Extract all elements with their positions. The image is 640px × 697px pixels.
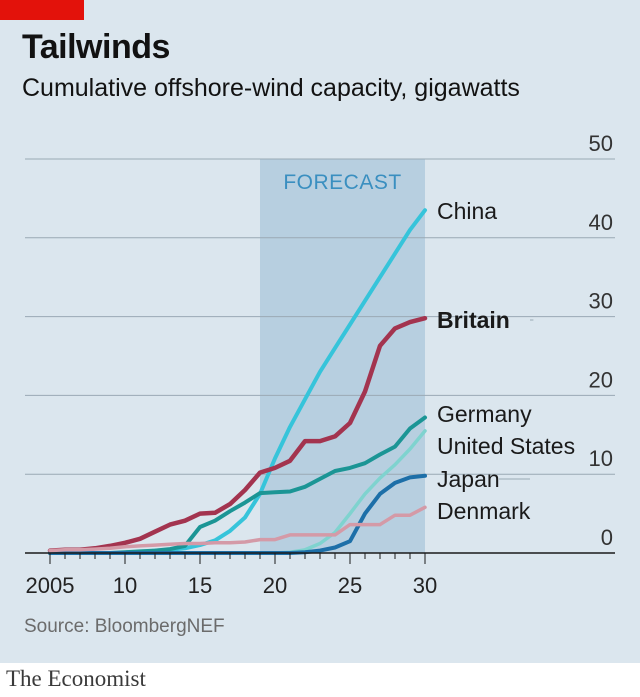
series-line-denmark	[48, 505, 427, 553]
chart-subtitle: Cumulative offshore-wind capacity, gigaw…	[22, 74, 520, 102]
economist-logo: The Economist	[6, 666, 146, 691]
x-tick-label: 30	[413, 573, 437, 598]
y-tick-label: 40	[589, 210, 613, 235]
forecast-band	[260, 159, 425, 553]
series-line-britain	[47, 315, 428, 553]
x-tick-label: 10	[113, 573, 137, 598]
series-label-united-states: United States	[437, 433, 575, 459]
series-label-china: China	[437, 198, 497, 224]
x-tick-label: 25	[338, 573, 362, 598]
series-label-britain: Britain	[437, 307, 510, 333]
chart-title: Tailwinds	[22, 28, 170, 66]
series-label-japan: Japan	[437, 466, 500, 492]
y-tick-label: 10	[589, 446, 613, 471]
x-tick-label: 20	[263, 573, 287, 598]
series-label-germany: Germany	[437, 401, 532, 427]
y-tick-label: 50	[589, 131, 613, 156]
y-tick-label: 30	[589, 289, 613, 314]
series-label-denmark: Denmark	[437, 498, 531, 524]
brand-tag	[0, 0, 84, 20]
x-tick-label: 2005	[26, 573, 75, 598]
line-chart: FORECAST 0 10 20 30 40 50 2005 10 15 20 25 30 Chin…	[25, 131, 615, 598]
source-note: Source: BloombergNEF	[24, 616, 225, 637]
x-tick-label: 15	[188, 573, 212, 598]
forecast-label: FORECAST	[283, 171, 401, 194]
y-tick-label: 20	[589, 367, 613, 392]
y-tick-label: 0	[601, 525, 613, 550]
